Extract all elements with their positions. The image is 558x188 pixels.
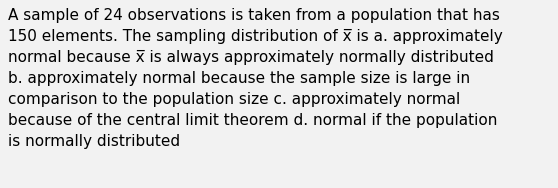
Text: A sample of 24 observations is taken from a population that has
150 elements. Th: A sample of 24 observations is taken fro…: [8, 8, 503, 149]
